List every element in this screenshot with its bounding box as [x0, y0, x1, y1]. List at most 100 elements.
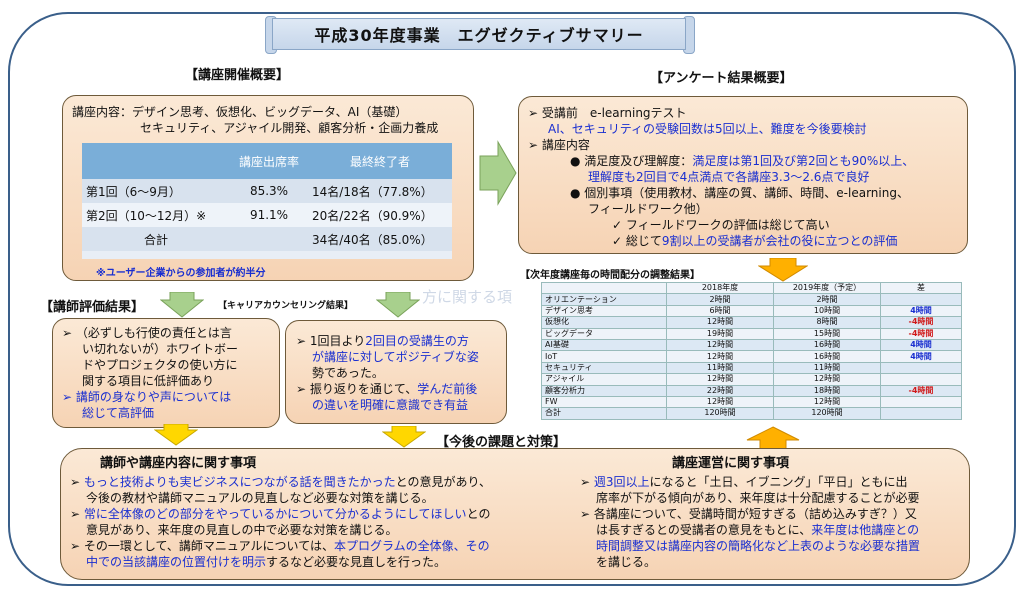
- course-row-finished: 14名/18名（77.8%）: [312, 184, 433, 199]
- down-arrow-icon: [758, 258, 808, 282]
- survey-header: 【アンケート結果概要】: [650, 71, 793, 86]
- course-table-header: 最終終了者: [308, 143, 452, 179]
- issue-text: になると「土日、イブニング」「平日」ともに出: [649, 475, 908, 489]
- bullet-arrow-icon: ➢: [296, 334, 310, 348]
- issues-header: 【今後の課題と対策】: [436, 435, 567, 450]
- career-header: 【キャリアカウンセリング結果】: [218, 301, 354, 311]
- down-arrow-icon: [160, 292, 204, 318]
- bullet-arrow-icon: ➢: [528, 138, 542, 152]
- time-table-2019: 11時間: [773, 361, 881, 375]
- time-table-row: アジャイル 12時間 12時間: [541, 373, 962, 386]
- issue-text-blue: 本プログラムの全体像、その: [333, 539, 490, 553]
- survey-check1-text: フィールドワークの評価は総じて高い: [625, 218, 830, 232]
- issue-text: その一環として、講師マニュアルについては、: [83, 539, 334, 553]
- survey-item1-detail: AI、セキュリティの受験回数は5回以上、難度を今後要検討: [548, 122, 867, 136]
- course-row-rate: 85.3%: [249, 184, 289, 198]
- time-table-row: FW 12時間 12時間: [541, 395, 962, 409]
- survey-check1: ✓ フィールドワークの評価は総じて高い: [612, 218, 830, 233]
- time-table-diff: 差: [880, 281, 962, 295]
- course-table-header: [82, 143, 230, 179]
- time-table-2018: 12時間: [666, 316, 774, 329]
- instructor-eval-line5: ➢ 講師の身なりや声については: [62, 390, 231, 405]
- bullet-arrow-icon: ➢: [580, 507, 594, 521]
- issue-text-blue: 週3回以上: [593, 475, 650, 489]
- time-table-2018: 12時間: [666, 373, 774, 386]
- time-table-row: 合計 120時間 120時間: [541, 407, 962, 420]
- time-table-diff: [880, 395, 962, 409]
- survey-sub2-cont: フィールドワーク他）: [588, 202, 708, 216]
- issue-left-3-cont: 中での当該講座の位置付けを明示するなど必要な見直しを行った。: [86, 555, 446, 570]
- issue-text: との: [466, 507, 491, 521]
- time-table-2018: 2時間: [666, 293, 774, 306]
- survey-item2-text: 講座内容: [541, 138, 590, 152]
- time-table-2018: 6時間: [666, 304, 774, 318]
- career-line4: ➢ 振り返りを通じて、学んだ前後: [296, 382, 477, 397]
- time-table-2019: 10時間: [773, 304, 881, 318]
- instructor-eval-line6: 総じて高評価: [82, 406, 155, 420]
- time-table-diff: [880, 407, 962, 420]
- course-row-finished: 34名/40名（85.0%）: [312, 232, 433, 247]
- bullet-arrow-icon: ➢: [70, 507, 84, 521]
- time-table-course: 顧客分析力: [541, 384, 667, 397]
- time-table-row: セキュリティ 11時間 11時間: [541, 361, 962, 375]
- survey-check2-value: 9割以上の受講者が会社の役に立つとの評価: [661, 234, 898, 248]
- bullet-arrow-icon: ➢: [296, 382, 310, 396]
- issue-left-1-cont: 今後の教材や講師マニュアルの見直しなど必要な対策を講じる。: [86, 491, 434, 505]
- time-table-row: AI基礎 12時間 16時間 4時間: [541, 338, 962, 352]
- career-line5: の違いを明確に意識でき有益: [312, 398, 469, 412]
- time-table-2019: 2019年度（予定）: [773, 281, 881, 295]
- career-line2: が講座に対してポジティブな姿: [312, 350, 479, 364]
- issue-text-blue: 常に全体像のどの部分をやっているかについて分かるようにしてほしい: [83, 507, 467, 521]
- issues-right-title: 講座運営に関す事項: [672, 456, 790, 471]
- survey-box: [518, 96, 968, 254]
- instructor-eval-line1: ➢ （必ずしも行使の責任とは言: [62, 326, 232, 341]
- survey-sub1-label: 満足度及び理解度：: [584, 154, 693, 168]
- course-content-line2: セキュリティ、アジャイル開発、顧客分析・企画力養成: [140, 121, 439, 135]
- time-table-2019: 16時間: [773, 338, 881, 352]
- survey-check2-prefix: 総じて: [625, 234, 662, 248]
- instructor-eval-line4: 関する項目に低評価あり: [82, 374, 215, 388]
- check-icon: ✓: [612, 218, 626, 232]
- issue-text: するなど必要な見直しを行った。: [266, 555, 447, 569]
- time-table-2018: 2018年度: [666, 281, 774, 295]
- time-table-2019: 15時間: [773, 327, 881, 340]
- issue-text: 各講座について、受講時間が短すぎる（詰め込みすぎ？）又: [593, 507, 917, 521]
- bullet-arrow-icon: ➢: [70, 475, 84, 489]
- time-table: 2018年度 2019年度（予定）差オリエンテーション 2時間 2時間 デザイン思考 6時…: [541, 281, 962, 420]
- time-table-diff: 4時間: [880, 350, 962, 363]
- survey-item1: ➢ 受講前 e-learningテスト: [528, 106, 687, 121]
- time-table-2018: 19時間: [666, 327, 774, 340]
- time-table-diff: -4時間: [880, 316, 962, 329]
- issue-right-2: ➢ 各講座について、受講時間が短すぎる（詰め込みすぎ？）又: [580, 507, 917, 522]
- time-table-row: 仮想化 12時間 8時間 -4時間: [541, 316, 962, 329]
- survey-check2: ✓ 総じて9割以上の受講者が会社の役に立つとの評価: [612, 234, 897, 249]
- issue-text-blue: 中での当該講座の位置付けを明示: [86, 555, 267, 569]
- time-table-header-row: 2018年度 2019年度（予定）差: [541, 281, 962, 295]
- survey-sub2-text: 個別事項（使用教材、講座の質、講師、時間、e-learning、: [584, 186, 909, 200]
- time-table-course: ビッグデータ: [541, 327, 667, 340]
- time-table-2018: 12時間: [666, 338, 774, 352]
- career-text-blue: 学んだ前後: [417, 382, 478, 396]
- time-table-row: IoT 12時間 16時間 4時間: [541, 350, 962, 363]
- down-arrow-icon: [382, 426, 426, 448]
- instructor-eval-line2: い切れないが）ホワイトボー: [82, 342, 239, 356]
- course-row-finished: 20名/22名（90.9%）: [312, 208, 433, 223]
- course-table-bg: 講座出席率 最終終了者 第1回（6〜9月） 85.3% 14名/18名（77.8…: [82, 143, 452, 259]
- page-title: 平成30年度事業 エグゼクティブサマリー: [272, 18, 686, 50]
- bullet-dot-icon: ●: [570, 186, 585, 200]
- time-table-2018: 120時間: [666, 407, 774, 420]
- issue-left-1: ➢ もっと技術よりも実ビジネスにつながる話を聞きたかったとの意見があり、: [70, 475, 491, 490]
- course-row-label: 第2回（10〜12月）※: [86, 208, 207, 223]
- bullet-arrow-icon: ➢: [70, 539, 84, 553]
- time-table-2019: 12時間: [773, 395, 881, 409]
- time-table-course: セキュリティ: [541, 361, 667, 375]
- issue-left-3: ➢ その一環として、講師マニュアルについては、本プログラムの全体像、その: [70, 539, 490, 554]
- time-table-2019: 16時間: [773, 350, 881, 363]
- time-table-diff: -4時間: [880, 384, 962, 397]
- instructor-eval-line3: ドやプロジェクタの使い方に: [82, 358, 238, 372]
- course-note: ※ユーザー企業からの参加者が約半分: [96, 268, 266, 279]
- time-table-row: ビッグデータ 19時間 15時間 -4時間: [541, 327, 962, 340]
- survey-sub1-cont: 理解度も2回目で4点満点で各講座3.3〜2.6点で良好: [588, 170, 870, 184]
- survey-item1-text: 受講前 e-learningテスト: [541, 106, 687, 120]
- course-row-label: 合計: [143, 232, 168, 247]
